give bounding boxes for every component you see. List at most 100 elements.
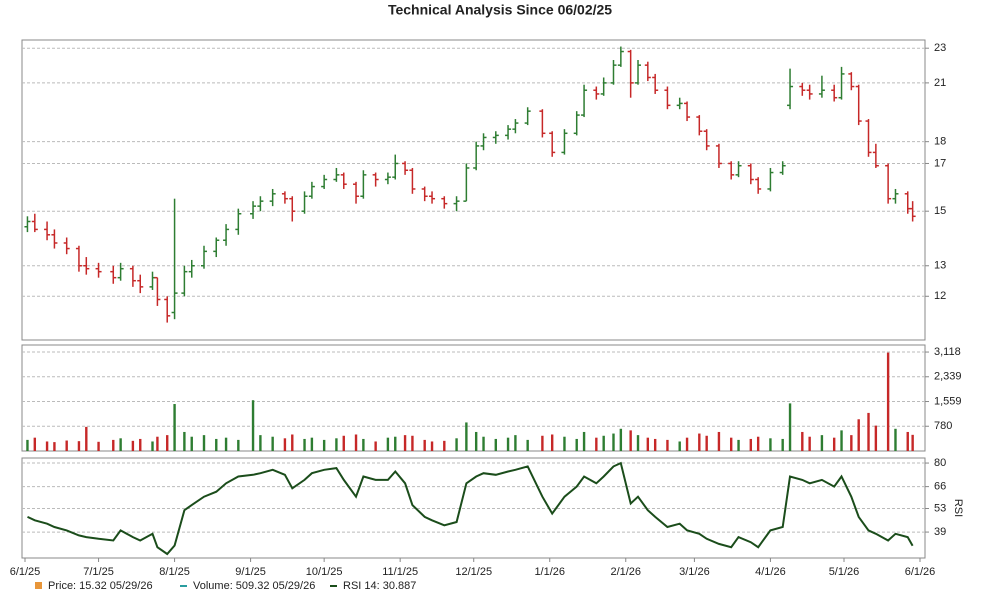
volume-bar (563, 436, 566, 451)
volume-panel (21, 344, 926, 452)
volume-bar (259, 435, 262, 451)
volume-bar (119, 438, 122, 451)
volume-bar (911, 434, 914, 451)
volume-bar (867, 412, 870, 451)
volume-bar (423, 439, 426, 451)
volume-bar (595, 437, 598, 451)
volume-bar (769, 438, 772, 451)
volume-bar (342, 435, 345, 451)
volume-bar (215, 438, 218, 451)
volume-bar (151, 441, 154, 451)
volume-bar (666, 439, 669, 451)
volume-bar (45, 441, 49, 451)
volume-bar (202, 435, 206, 451)
y-tick-label: 80 (934, 457, 946, 469)
y-tick-label: 12 (934, 290, 946, 302)
volume-bar (698, 433, 701, 451)
x-tick-label: 10/1/25 (306, 566, 343, 578)
y-tick-label: 23 (934, 42, 946, 54)
x-tick-label: 2/1/26 (610, 566, 641, 578)
volume-bar (335, 438, 338, 451)
volume-bar (612, 433, 615, 451)
volume-bar (77, 441, 81, 451)
volume-bar (112, 439, 115, 451)
volume-bar (131, 440, 135, 451)
volume-bar (271, 436, 274, 451)
volume-bar (781, 438, 784, 451)
volume-bar (224, 437, 228, 451)
y-tick-label: 66 (934, 481, 946, 493)
rsi-panel (21, 457, 926, 559)
x-tick-label: 8/1/25 (159, 566, 190, 578)
volume-bar (550, 434, 554, 451)
x-tick-label: 3/1/26 (679, 566, 710, 578)
y-tick-label: 780 (934, 420, 952, 432)
x-tick-label: 9/1/25 (235, 566, 266, 578)
volume-bar (886, 352, 890, 451)
volume-bar (53, 442, 56, 451)
volume-bar (310, 437, 314, 451)
y-tick-label: 13 (934, 260, 946, 272)
volume-bar (857, 419, 860, 451)
legend-label: RSI 14: 30.887 (343, 580, 416, 592)
volume-bar (820, 435, 824, 451)
volume-bar (737, 439, 740, 451)
volume-bar (411, 435, 414, 451)
volume-bar (840, 430, 843, 451)
y-tick-label: 21 (934, 77, 946, 89)
volume-bar (237, 439, 240, 451)
volume-bar (166, 435, 169, 451)
volume-bar (705, 435, 708, 451)
volume-bar (474, 431, 478, 451)
volume-bar (850, 435, 853, 451)
x-tick-label: 12/1/25 (455, 566, 492, 578)
y-tick-label: 18 (934, 136, 946, 148)
y-axis-label: RSI (952, 499, 964, 517)
volume-bar (403, 435, 407, 451)
volume-bar (386, 437, 390, 451)
y-tick-label: 3,118 (934, 346, 961, 358)
volume-bar (33, 437, 37, 451)
volume-bar (173, 404, 176, 451)
x-tick-label: 11/1/25 (382, 566, 418, 578)
x-tick-label: 5/1/26 (829, 566, 860, 578)
y-tick-label: 17 (934, 157, 946, 169)
volume-bar (190, 436, 193, 451)
chart-title: Technical Analysis Since 06/02/25 (388, 2, 612, 18)
y-tick-label: 39 (934, 526, 946, 538)
volume-bar (291, 434, 294, 451)
volume-bar (482, 436, 485, 451)
volume-bar (26, 439, 29, 451)
volume-bar (629, 430, 632, 451)
y-tick-label: 2,339 (934, 371, 962, 383)
volume-bar (362, 438, 365, 451)
volume-bar (541, 435, 544, 451)
volume-bar (636, 435, 640, 451)
volume-bar (653, 438, 657, 451)
volume-bar (678, 441, 681, 451)
x-tick-label: 4/1/26 (755, 566, 786, 578)
volume-bar (619, 428, 623, 451)
volume-bar (374, 441, 377, 451)
volume-bar (183, 431, 186, 451)
volume-bar (65, 440, 68, 451)
volume-bar (874, 425, 878, 451)
x-tick-label: 7/1/25 (83, 566, 114, 578)
volume-bar (394, 436, 397, 451)
x-tick-label: 1/1/26 (534, 566, 565, 578)
volume-bar (283, 438, 287, 451)
volume-bar (575, 438, 578, 451)
volume-bar (494, 438, 497, 451)
volume-bar (156, 436, 159, 451)
volume-bar (251, 400, 255, 451)
volume-bar (582, 431, 586, 451)
volume-bar (602, 435, 605, 451)
volume-bar (894, 428, 897, 451)
x-tick-label: 6/1/25 (10, 566, 41, 578)
rsi-line (27, 461, 914, 556)
volume-bar (354, 434, 358, 451)
volume-bar (685, 437, 689, 451)
volume-bar (832, 437, 836, 451)
